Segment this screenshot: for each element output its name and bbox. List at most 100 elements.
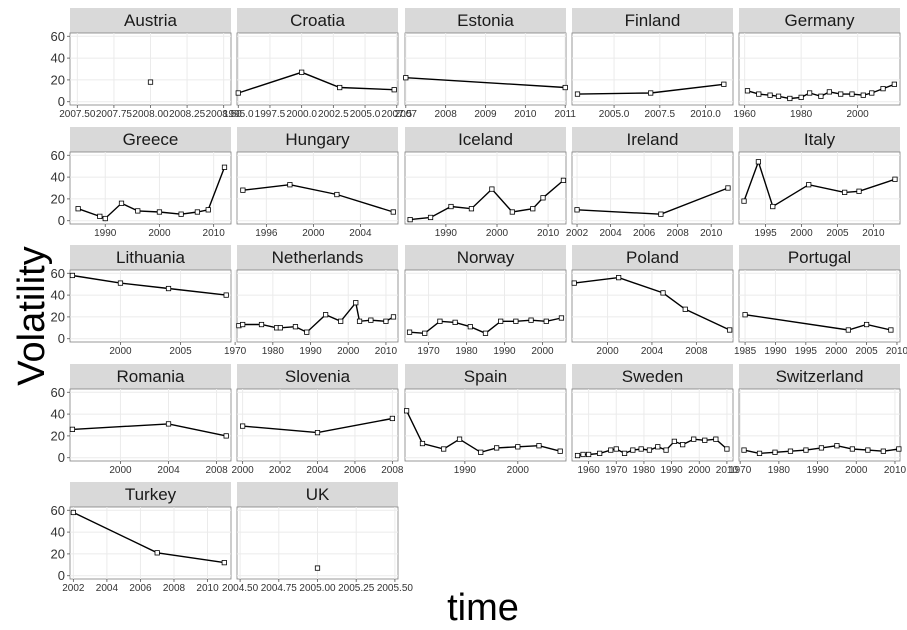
panel-sweden: Sweden 1960 1970 1980 1990 2000 2010	[571, 364, 738, 476]
y-tick-label: 60	[51, 29, 65, 44]
strip-label: Switzerland	[776, 367, 864, 386]
data-point	[223, 433, 229, 439]
x-tick-label: 2008	[435, 109, 458, 120]
plot-area	[571, 388, 734, 462]
data-point	[574, 452, 581, 459]
plot-area	[69, 151, 232, 225]
strip-label: Norway	[457, 248, 515, 267]
x-tick-label: 1995	[795, 346, 818, 357]
data-point	[240, 423, 246, 429]
data-point	[702, 437, 708, 443]
data-point	[240, 187, 246, 193]
y-tick-label: 20	[51, 72, 65, 87]
data-point	[389, 415, 395, 422]
x-tick-label: 2000	[486, 228, 509, 239]
data-point	[69, 426, 76, 432]
x-tick-label: 1980	[790, 109, 813, 120]
x-tick-label: 2010.0	[690, 109, 721, 120]
x-tick-label: 2008.50	[206, 109, 243, 120]
x-tick-label: 2007.5	[381, 109, 412, 120]
x-tick-label: 2004	[96, 583, 119, 594]
series-line	[405, 77, 566, 89]
data-point	[390, 209, 396, 215]
data-point	[97, 213, 103, 219]
data-point	[467, 324, 473, 330]
x-tick-label: 2002	[62, 583, 85, 594]
data-point	[680, 442, 686, 448]
strip-background	[70, 8, 231, 33]
strip-label: Sweden	[622, 367, 683, 386]
strip-background	[237, 127, 398, 152]
y-tick-label: 40	[51, 407, 65, 422]
y-tick-label: 20	[51, 428, 65, 443]
data-point	[194, 209, 200, 215]
y-axis-label: Volatility	[11, 246, 53, 386]
x-tick-label: 2011	[554, 109, 576, 120]
panel-germany: Germany 1960 1980 2000	[734, 8, 901, 120]
x-tick-label: 1990	[94, 228, 117, 239]
x-tick-label: 2000	[148, 228, 171, 239]
x-tick-label: 1997.5	[255, 109, 286, 120]
data-point	[849, 91, 855, 97]
x-tick-label: 1970	[605, 465, 628, 476]
series-line	[77, 167, 226, 220]
data-point	[240, 321, 246, 328]
data-point	[178, 211, 184, 217]
data-point	[863, 321, 870, 328]
y-tick-label: 60	[51, 266, 65, 281]
data-point	[574, 91, 581, 97]
x-tick-label: 1990	[454, 465, 477, 476]
x-tick-label: 2004.75	[261, 583, 298, 594]
data-point	[560, 177, 567, 183]
x-tick-label: 2008	[205, 465, 228, 476]
series-line	[242, 183, 394, 213]
data-point	[75, 206, 81, 212]
x-tick-label: 1995.0	[223, 109, 254, 120]
data-point	[147, 79, 154, 85]
x-tick-label: 2010	[514, 109, 537, 120]
data-point	[772, 449, 778, 455]
x-tick-label: 2000	[507, 465, 530, 476]
strip-background	[572, 364, 733, 389]
plot-area	[236, 32, 399, 106]
data-point	[630, 447, 636, 453]
data-point	[721, 81, 727, 87]
data-point	[865, 447, 871, 453]
panel-croatia: Croatia 1995.0 1997.5 2000.0 2002.5 2005.0 200…	[223, 8, 412, 120]
data-point	[452, 319, 458, 325]
data-point	[314, 565, 321, 571]
data-point	[892, 176, 898, 182]
x-axis-label: time	[447, 587, 519, 629]
x-tick-label: 1960	[577, 465, 600, 476]
x-tick-label: 2004.50	[222, 583, 259, 594]
strip-background	[405, 364, 566, 389]
x-tick-label: 2010	[196, 583, 219, 594]
data-point	[118, 200, 125, 206]
plot-area	[571, 151, 734, 225]
strip-background	[70, 364, 231, 389]
y-tick-label: 0	[58, 213, 65, 228]
data-point	[223, 292, 229, 298]
x-tick-label: 1980	[633, 465, 656, 476]
plot-area	[404, 151, 567, 225]
data-point	[478, 449, 484, 455]
data-point	[682, 306, 688, 312]
strip-label: Austria	[124, 11, 177, 30]
panel-poland: Poland 2000 2004 2008	[571, 245, 734, 357]
strip-label: Ireland	[627, 130, 679, 149]
panel-switzerland: Switzerland 1970 1980 1990 2000 2010	[729, 364, 907, 476]
data-point	[646, 447, 653, 453]
data-point	[818, 93, 824, 99]
strip-background	[739, 127, 900, 152]
data-point	[713, 436, 719, 442]
strip-background	[405, 8, 566, 33]
data-point	[806, 182, 812, 188]
x-tick-label: 1980	[768, 465, 791, 476]
panel-hungary: Hungary 1996 2000 2004	[236, 127, 399, 239]
plot-area	[404, 269, 567, 343]
y-tick-label: 0	[58, 568, 65, 583]
data-point	[494, 445, 500, 451]
x-tick-label: 2004	[349, 228, 372, 239]
data-point	[613, 446, 619, 452]
